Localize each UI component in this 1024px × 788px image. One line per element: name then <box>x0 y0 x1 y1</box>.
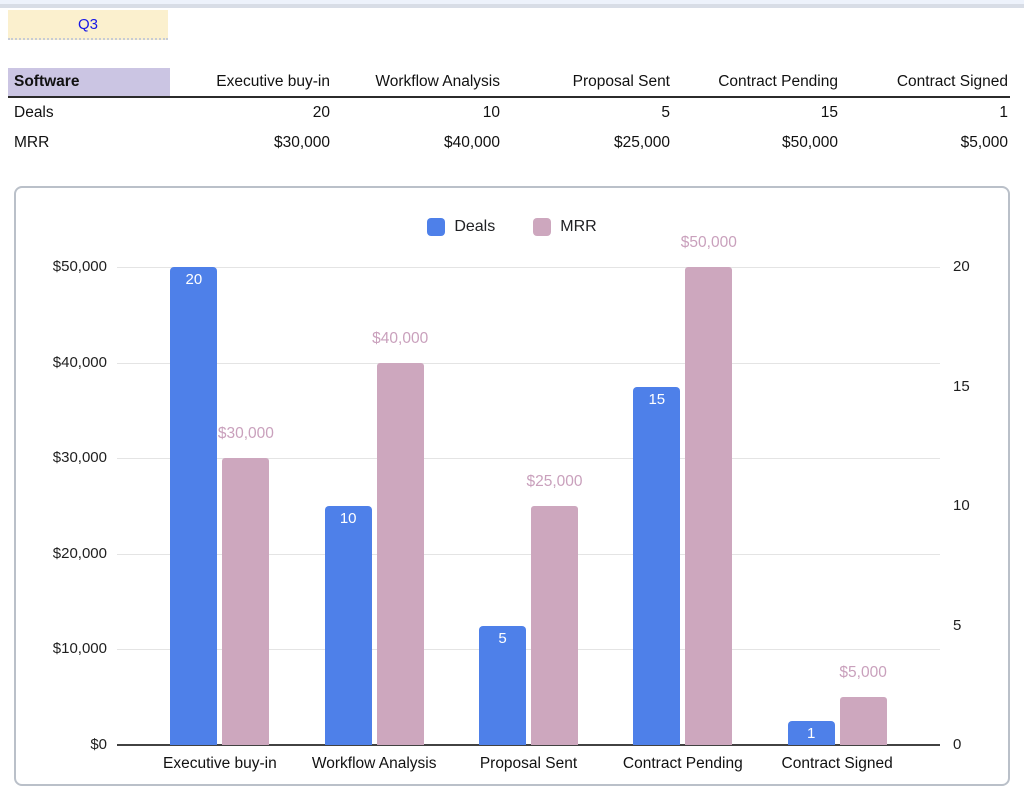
cell-deals-proposal-sent[interactable]: 5 <box>661 104 670 121</box>
gridline <box>117 362 940 364</box>
mrr-bar-label-executive-buy-in: $30,000 <box>217 425 274 443</box>
cell-deals-contract-signed[interactable]: 1 <box>999 104 1008 121</box>
right-axis-tick-2: 10 <box>953 497 970 514</box>
table-row-mrr: MRR $30,000 $40,000 $25,000 $50,000 $5,000 <box>8 128 1010 158</box>
deals-bar-label-executive-buy-in: 20 <box>185 271 203 288</box>
cell-mrr-proposal-sent[interactable]: $25,000 <box>613 134 670 151</box>
cell-mrr-workflow-analysis[interactable]: $40,000 <box>443 134 500 151</box>
chart-card[interactable]: Deals MRR $0 $10,000 $20,000 $30,000 $40,000 $… <box>14 186 1010 786</box>
table-corner-header[interactable]: Software <box>8 68 170 96</box>
mrr-bar-label-proposal-sent: $25,000 <box>526 473 583 490</box>
cell-deals-contract-pending[interactable]: 15 <box>820 104 838 121</box>
column-header-executive-buy-in[interactable]: Executive buy-in <box>216 73 330 90</box>
left-axis-tick-2: $20,000 <box>52 544 107 562</box>
mrr-bar-workflow-analysis <box>376 362 424 745</box>
mrr-bar-proposal-sent <box>531 506 578 745</box>
category-label-workflow-analysis: Workflow Analysis <box>311 755 437 772</box>
legend-swatch-deals <box>427 218 446 236</box>
column-header-contract-signed[interactable]: Contract Signed <box>896 73 1008 90</box>
right-axis-tick-4: 20 <box>953 258 970 275</box>
deals-bar-contract-signed <box>787 721 835 745</box>
legend-item-deals: Deals <box>427 218 495 236</box>
mrr-bar-label-contract-pending: $50,000 <box>680 234 737 251</box>
window-top-strip <box>0 0 1024 4</box>
mrr-bar-contract-signed <box>839 697 887 745</box>
mrr-bar-label-contract-signed: $5,000 <box>839 664 887 682</box>
column-header-contract-pending[interactable]: Contract Pending <box>718 73 838 90</box>
right-axis-tick-3: 15 <box>953 377 970 395</box>
cell-deals-workflow-analysis[interactable]: 10 <box>482 104 500 121</box>
deals-bar-label-contract-pending: 15 <box>648 390 666 408</box>
legend-label-mrr: MRR <box>560 218 597 235</box>
gridline <box>117 649 940 651</box>
deals-bar-contract-pending <box>633 386 681 745</box>
right-axis-tick-0: 0 <box>953 736 962 753</box>
category-label-contract-signed: Contract Signed <box>781 755 893 772</box>
right-axis-tick-1: 5 <box>953 616 962 634</box>
left-axis-tick-5: $50,000 <box>52 258 107 275</box>
left-axis-tick-1: $10,000 <box>52 640 107 658</box>
mrr-bar-label-workflow-analysis: $40,000 <box>372 329 429 347</box>
quarter-cell[interactable]: Q3 <box>8 10 168 40</box>
deals-bar-executive-buy-in <box>170 267 218 745</box>
mrr-bar-executive-buy-in <box>222 458 270 745</box>
left-axis-tick-3: $30,000 <box>52 449 107 467</box>
deals-bar-label-workflow-analysis: 10 <box>339 510 357 527</box>
chart-legend: Deals MRR <box>16 218 1008 236</box>
cell-deals-executive-buy-in[interactable]: 20 <box>312 104 330 121</box>
deals-bar-label-contract-signed: 1 <box>806 725 816 743</box>
legend-label-deals: Deals <box>454 218 496 235</box>
x-axis-line <box>117 744 940 746</box>
column-header-workflow-analysis[interactable]: Workflow Analysis <box>375 73 500 90</box>
cell-mrr-executive-buy-in[interactable]: $30,000 <box>273 134 330 151</box>
cell-mrr-contract-pending[interactable]: $50,000 <box>781 134 838 151</box>
category-label-proposal-sent: Proposal Sent <box>479 755 578 772</box>
gridline <box>117 267 940 268</box>
legend-swatch-mrr <box>533 218 552 236</box>
deals-bar-workflow-analysis <box>324 506 372 745</box>
left-axis-tick-0: $0 <box>90 736 107 753</box>
column-header-proposal-sent[interactable]: Proposal Sent <box>572 73 670 90</box>
deals-bar-proposal-sent <box>479 625 526 745</box>
pipeline-table: Software Executive buy-in Workflow Analysi… <box>8 68 1010 158</box>
row-label-deals[interactable]: Deals <box>14 104 54 121</box>
category-label-contract-pending: Contract Pending <box>622 755 743 772</box>
category-label-executive-buy-in: Executive buy-in <box>163 755 277 772</box>
mrr-bar-contract-pending <box>685 267 733 745</box>
quarter-label: Q3 <box>77 15 98 33</box>
cell-mrr-contract-signed[interactable]: $5,000 <box>960 134 1008 151</box>
gridline <box>117 458 940 460</box>
deals-bar-label-proposal-sent: 5 <box>498 629 507 647</box>
row-label-mrr[interactable]: MRR <box>14 134 50 151</box>
gridline <box>117 553 940 555</box>
table-header-row: Software Executive buy-in Workflow Analysi… <box>8 68 1010 98</box>
toolbar-divider <box>0 4 1024 8</box>
legend-item-mrr: MRR <box>533 218 597 236</box>
table-row-deals: Deals 20 10 5 15 1 <box>8 98 1010 128</box>
left-axis-tick-4: $40,000 <box>52 353 107 371</box>
